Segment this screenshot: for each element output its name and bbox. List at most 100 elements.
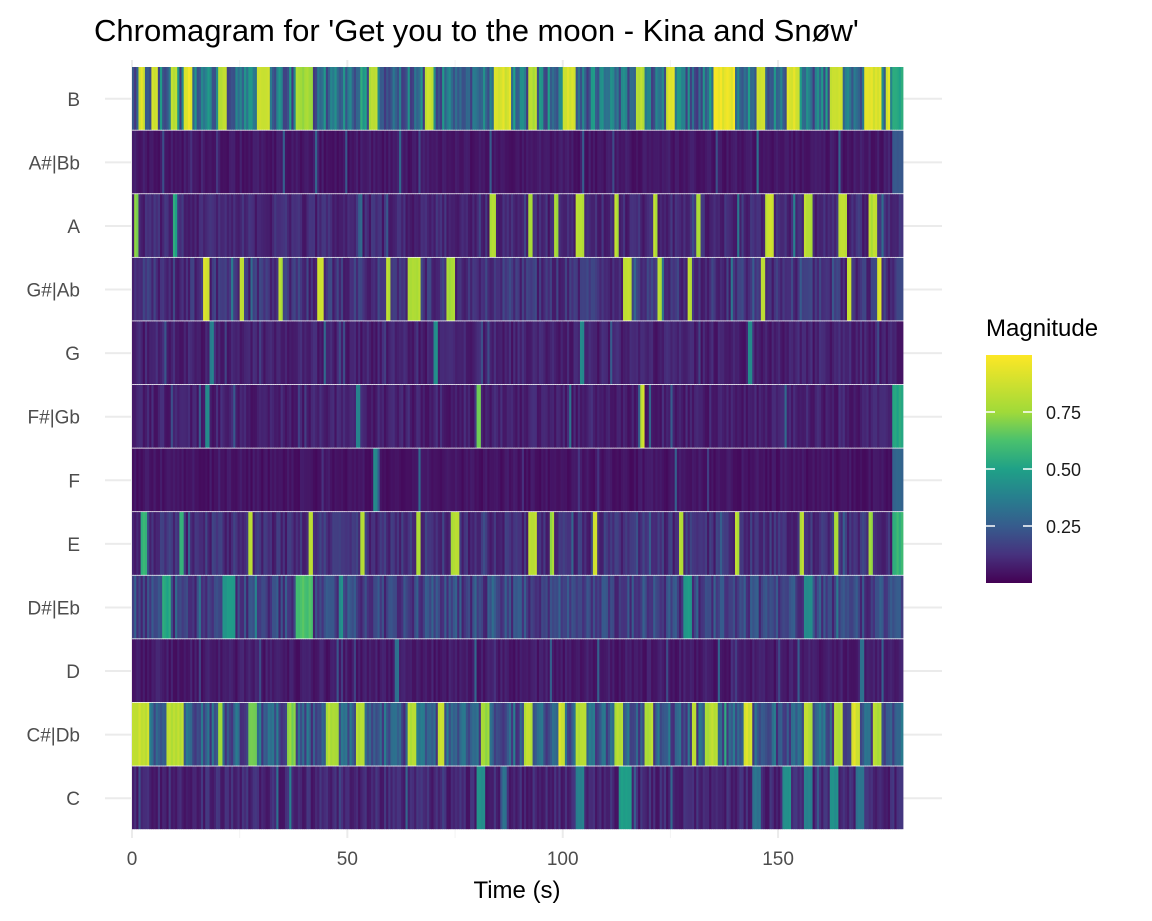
chroma-cell xyxy=(168,575,172,639)
chroma-cell xyxy=(610,384,613,448)
chroma-cell xyxy=(541,384,544,448)
chroma-cell xyxy=(511,766,514,830)
chroma-cell xyxy=(388,512,391,575)
chroma-cell xyxy=(379,512,383,575)
chroma-cell xyxy=(483,321,486,385)
chroma-cell xyxy=(353,512,357,575)
chroma-cell xyxy=(172,766,176,830)
chroma-cell xyxy=(851,384,854,448)
chroma-cell xyxy=(231,194,234,257)
y-tick-label: A xyxy=(67,217,80,238)
chroma-cell xyxy=(694,639,697,703)
chroma-cell xyxy=(577,575,581,639)
chroma-cell xyxy=(502,257,505,321)
chroma-cell xyxy=(722,512,725,575)
chroma-cell xyxy=(704,575,708,639)
chroma-cell xyxy=(827,639,831,703)
chroma-cell xyxy=(879,384,882,448)
chroma-cell xyxy=(597,67,600,130)
chroma-cell xyxy=(308,448,312,512)
chroma-cell xyxy=(414,575,417,639)
chroma-cell xyxy=(254,384,258,448)
chroma-cell xyxy=(541,575,544,639)
chroma-cell xyxy=(745,639,749,703)
chroma-cell xyxy=(396,321,400,385)
chroma-cell xyxy=(694,384,697,448)
chroma-cell xyxy=(407,702,411,766)
chroma-cell xyxy=(838,321,841,385)
chroma-cell xyxy=(646,575,650,639)
chroma-cell xyxy=(233,130,236,194)
chroma-cell xyxy=(427,512,430,575)
chroma-cell xyxy=(715,512,719,575)
chroma-cell xyxy=(853,448,857,512)
chroma-cell xyxy=(866,67,869,130)
chroma-cell xyxy=(528,67,531,130)
chroma-cell xyxy=(224,702,228,766)
chroma-cell xyxy=(134,575,137,639)
chroma-cell xyxy=(211,512,215,575)
chroma-cell xyxy=(752,512,755,575)
chroma-cell xyxy=(586,67,589,130)
chroma-cell xyxy=(381,512,385,575)
chroma-cell xyxy=(278,702,281,766)
chroma-cell xyxy=(446,766,449,830)
chroma-cell xyxy=(691,702,695,766)
chroma-cell xyxy=(752,702,755,766)
chroma-cell xyxy=(157,321,161,385)
chroma-cell xyxy=(588,575,592,639)
chroma-cell xyxy=(679,766,682,830)
chroma-cell xyxy=(467,67,471,130)
chroma-cell xyxy=(511,639,514,703)
chroma-cell xyxy=(795,639,798,703)
chroma-cell xyxy=(444,639,447,703)
chroma-cell xyxy=(763,639,766,703)
chroma-cell xyxy=(151,702,154,766)
chroma-cell xyxy=(147,766,150,830)
chroma-cell xyxy=(545,194,549,257)
chroma-cell xyxy=(651,67,654,130)
chroma-cell xyxy=(564,702,568,766)
chroma-cell xyxy=(547,194,551,257)
chroma-cell xyxy=(629,257,633,321)
chroma-cell xyxy=(666,384,669,448)
chroma-cell xyxy=(470,639,473,703)
chroma-cell xyxy=(646,130,650,194)
chroma-cell xyxy=(668,766,671,830)
chroma-cell xyxy=(396,194,400,257)
chroma-cell xyxy=(821,512,824,575)
chroma-cell xyxy=(523,321,527,385)
chroma-cell xyxy=(375,512,378,575)
chroma-cell xyxy=(160,321,163,385)
chroma-cell xyxy=(371,67,374,130)
chroma-cell xyxy=(547,766,551,830)
chroma-cell xyxy=(528,575,531,639)
chroma-cell xyxy=(295,321,299,385)
chroma-cell xyxy=(330,702,333,766)
chroma-cell xyxy=(383,130,387,194)
chroma-cell xyxy=(607,257,611,321)
chroma-cell xyxy=(220,384,223,448)
chroma-cell xyxy=(569,130,572,194)
chroma-cell xyxy=(713,639,717,703)
chroma-cell xyxy=(228,67,232,130)
chroma-cell xyxy=(760,257,764,321)
chroma-cell xyxy=(831,257,835,321)
chroma-cell xyxy=(547,639,551,703)
chroma-cell xyxy=(644,384,648,448)
chroma-cell xyxy=(261,575,264,639)
chroma-cell xyxy=(836,512,839,575)
chroma-cell xyxy=(351,67,355,130)
chroma-cell xyxy=(500,321,503,385)
chroma-cell xyxy=(134,639,137,703)
chroma-cell xyxy=(211,702,215,766)
chroma-cell xyxy=(237,512,241,575)
chroma-cell xyxy=(567,575,570,639)
chroma-cell xyxy=(231,448,234,512)
chroma-cell xyxy=(539,130,542,194)
chroma-cell xyxy=(633,639,637,703)
chroma-cell xyxy=(599,512,602,575)
chroma-cell xyxy=(551,384,555,448)
chroma-cell xyxy=(829,67,833,130)
chroma-cell xyxy=(724,512,727,575)
